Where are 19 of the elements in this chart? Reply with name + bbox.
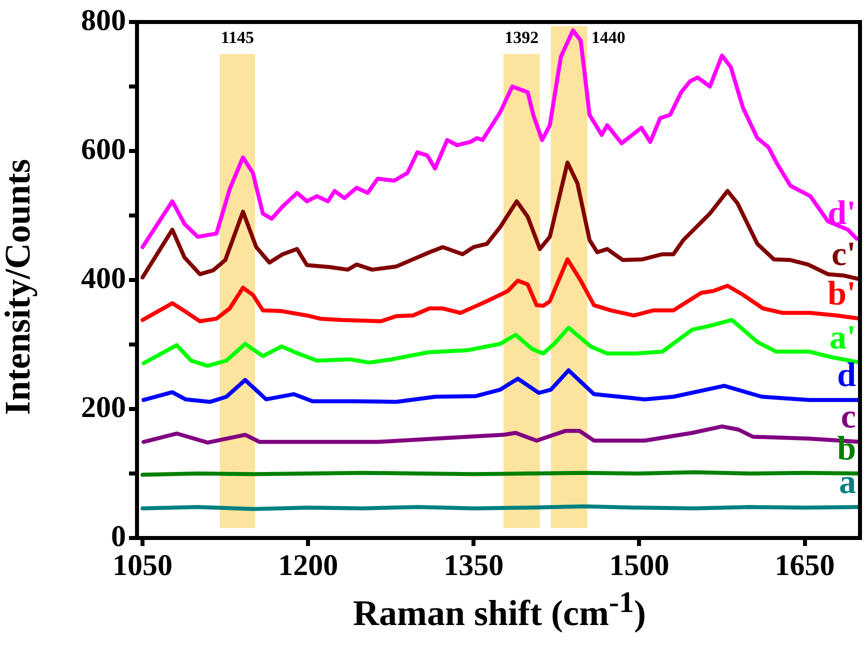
band-label: 1440 xyxy=(591,28,626,47)
y-tick-label: 400 xyxy=(81,262,126,295)
series-label: d xyxy=(837,356,856,394)
band-label: 1392 xyxy=(504,28,539,47)
x-tick-label: 1500 xyxy=(609,548,670,582)
series-label: c' xyxy=(831,236,856,274)
series-label: c xyxy=(840,398,856,436)
y-tick-label: 800 xyxy=(81,4,126,37)
y-axis-title: Intensity/Counts xyxy=(0,158,38,418)
y-tick-label: 200 xyxy=(81,390,126,424)
band-label: 1145 xyxy=(220,28,254,47)
series-label: a xyxy=(839,464,856,501)
x-tick-label: 1350 xyxy=(444,548,504,582)
x-tick-label: 1650 xyxy=(774,548,835,582)
x-tick-label: 1200 xyxy=(278,548,338,582)
y-tick-label: 600 xyxy=(81,132,126,166)
series-label: a' xyxy=(830,319,856,356)
series-label: b' xyxy=(828,275,856,312)
x-axis-title: Raman shift (cm$^{-1}$) xyxy=(352,586,647,634)
